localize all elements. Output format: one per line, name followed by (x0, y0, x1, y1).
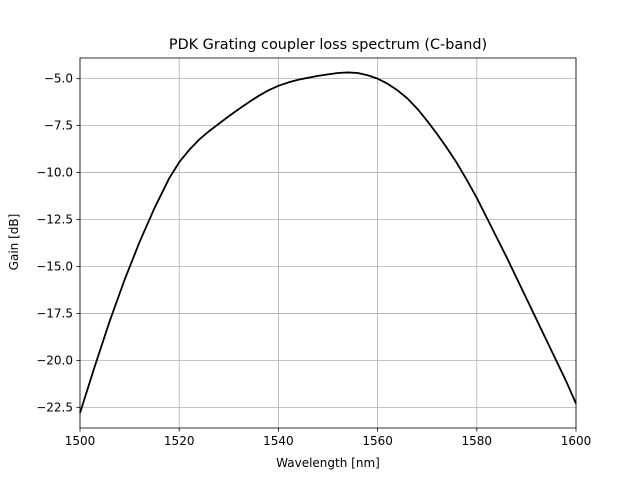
y-tick-label: −12.5 (36, 213, 73, 227)
x-axis-label: Wavelength [nm] (276, 456, 380, 470)
y-tick-label: −5.0 (44, 72, 73, 86)
axes-frame (79, 57, 577, 429)
ticks: 1500 1520 1540 1560 1580 1600 −22.5 −20.0 −17.5 −… (36, 72, 591, 448)
x-tick-label: 1520 (164, 434, 195, 448)
x-tick-label: 1500 (65, 434, 96, 448)
x-tick-label: 1580 (462, 434, 493, 448)
y-tick-label: −10.0 (36, 166, 73, 180)
y-tick-label: −22.5 (36, 400, 73, 414)
x-tick-label: 1600 (561, 434, 592, 448)
plot-area (79, 71, 577, 414)
x-tick-label: 1560 (362, 434, 393, 448)
series-line (79, 71, 577, 414)
y-axis-label: Gain [dB] (7, 214, 21, 271)
y-tick-label: −17.5 (36, 306, 73, 320)
y-tick-label: −7.5 (44, 119, 73, 133)
chart-title: PDK Grating coupler loss spectrum (C-ban… (169, 37, 487, 53)
y-tick-label: −20.0 (36, 353, 73, 367)
x-tick-label: 1540 (263, 434, 294, 448)
y-tick-label: −15.0 (36, 259, 73, 273)
